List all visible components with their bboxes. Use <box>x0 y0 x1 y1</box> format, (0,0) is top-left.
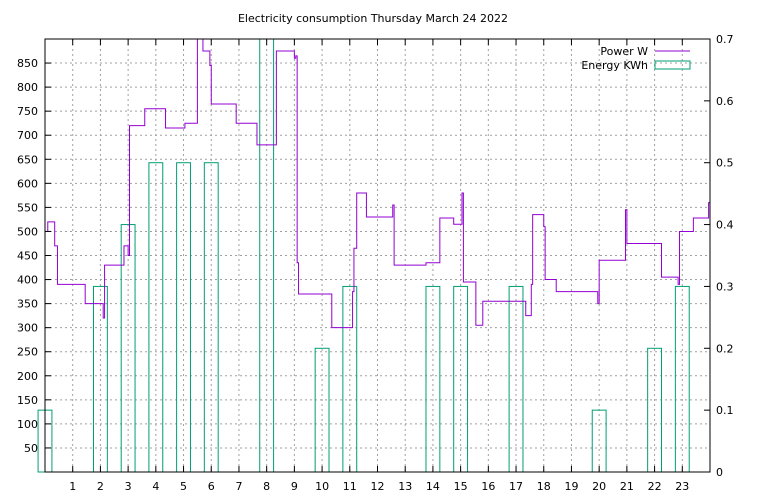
y-tick-label: 500 <box>17 225 38 238</box>
y-tick-label: 650 <box>17 153 38 166</box>
y2-tick-label: 0.4 <box>716 219 734 232</box>
x-tick-label: 11 <box>343 480 357 493</box>
y-tick-label: 600 <box>17 177 38 190</box>
x-tick-label: 7 <box>235 480 242 493</box>
y-tick-label: 800 <box>17 81 38 94</box>
x-tick-label: 3 <box>125 480 132 493</box>
y-tick-label: 150 <box>17 394 38 407</box>
y-tick-label: 200 <box>17 370 38 383</box>
x-tick-label: 16 <box>481 480 495 493</box>
y-tick-label: 850 <box>17 57 38 70</box>
y-tick-label: 750 <box>17 105 38 118</box>
grid <box>45 39 710 472</box>
x-tick-label: 6 <box>208 480 215 493</box>
x-tick-label: 17 <box>509 480 523 493</box>
x-tick-label: 10 <box>315 480 329 493</box>
y-tick-label: 400 <box>17 274 38 287</box>
x-tick-label: 22 <box>648 480 662 493</box>
y2-tick-label: 0.6 <box>716 95 734 108</box>
x-tick-label: 14 <box>426 480 440 493</box>
y2-tick-label: 0.2 <box>716 342 734 355</box>
x-tick-label: 19 <box>564 480 578 493</box>
x-tick-label: 23 <box>675 480 689 493</box>
y-tick-label: 550 <box>17 201 38 214</box>
x-tick-label: 5 <box>180 480 187 493</box>
power-line <box>45 38 711 329</box>
y2-tick-label: 0.7 <box>716 33 734 46</box>
legend: Power W Energy KWh <box>581 45 691 72</box>
y2-tick-label: 0 <box>716 466 723 479</box>
axis-ticks: 1 2 3 4 5 6 7 8 9 10 11 12 13 14 15 16 17 18 19 20 21 22 23501… <box>17 33 734 493</box>
legend-swatch-energy <box>654 60 691 70</box>
x-tick-label: 21 <box>620 480 634 493</box>
x-tick-label: 18 <box>537 480 551 493</box>
y2-tick-label: 0.1 <box>716 404 734 417</box>
x-tick-label: 13 <box>398 480 412 493</box>
x-tick-label: 8 <box>263 480 270 493</box>
y2-tick-label: 0.3 <box>716 280 734 293</box>
power-line-layer <box>45 38 711 329</box>
y-tick-label: 50 <box>24 442 38 455</box>
x-tick-label: 1 <box>69 480 76 493</box>
x-tick-label: 9 <box>291 480 298 493</box>
x-tick-label: 4 <box>152 480 159 493</box>
legend-label-energy: Energy KWh <box>581 59 648 72</box>
y-tick-label: 350 <box>17 298 38 311</box>
y2-tick-label: 0.5 <box>716 157 734 170</box>
x-tick-label: 12 <box>371 480 385 493</box>
x-tick-label: 15 <box>454 480 468 493</box>
x-tick-label: 20 <box>592 480 606 493</box>
y-tick-label: 700 <box>17 129 38 142</box>
y-tick-label: 300 <box>17 322 38 335</box>
x-tick-label: 2 <box>97 480 104 493</box>
y-tick-label: 100 <box>17 418 38 431</box>
legend-label-power: Power W <box>600 45 648 58</box>
y-tick-label: 250 <box>17 346 38 359</box>
y-tick-label: 450 <box>17 250 38 263</box>
chart-title: Electricity consumption Thursday March 2… <box>238 12 508 25</box>
